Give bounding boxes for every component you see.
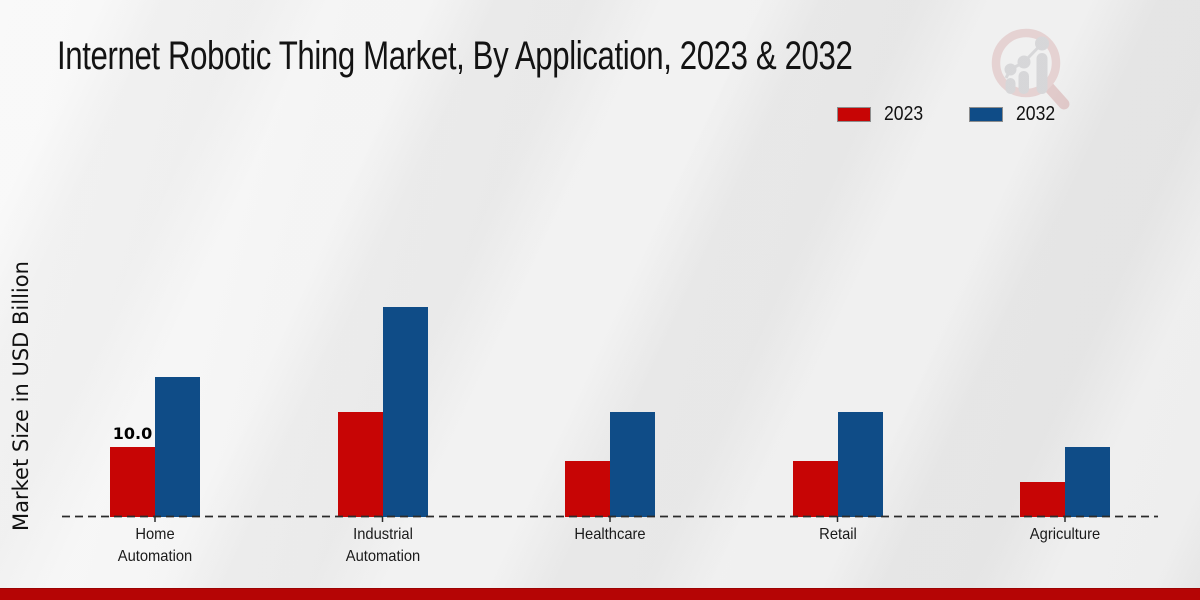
legend: 2023 2032: [837, 103, 1060, 126]
category-label-agriculture: Agriculture: [1029, 526, 1101, 543]
market-research-logo-watermark: [991, 28, 1070, 110]
bar-2023-healthcare: [565, 461, 610, 517]
bar-2023-home-automation: [110, 447, 155, 517]
chart-title: Internet Robotic Thing Market, By Applic…: [57, 34, 853, 78]
legend-swatch-2023: [837, 107, 871, 122]
legend-swatch-2032: [968, 107, 1003, 122]
legend-label-2023: 2023: [884, 103, 924, 125]
legend-item-2023: 2023: [837, 103, 929, 126]
bar-2023-agriculture: [1020, 482, 1065, 517]
bar-value-label-2023-home-automation: 10.0: [112, 424, 153, 443]
category-label-home-automation: Home Automation: [117, 526, 193, 565]
bar-2032-agriculture: [1065, 447, 1110, 517]
category-label-industrial-automation: Industrial Automation: [345, 526, 420, 565]
legend-label-2032: 2032: [1015, 103, 1055, 125]
category-label-retail: Retail: [818, 526, 857, 543]
bar-2032-home-automation: [155, 377, 200, 517]
category-label-healthcare: Healthcare: [574, 526, 646, 543]
bar-2032-retail: [837, 412, 883, 517]
footer-accent-bar: [0, 588, 1200, 600]
bar-2023-industrial-automation: [337, 412, 383, 517]
magnifier-handle-icon: [1041, 79, 1070, 110]
bar-2032-healthcare: [610, 412, 655, 517]
bar-2023-retail: [792, 461, 838, 517]
legend-item-2032: 2032: [968, 103, 1061, 126]
bar-2032-industrial-automation: [382, 307, 428, 517]
